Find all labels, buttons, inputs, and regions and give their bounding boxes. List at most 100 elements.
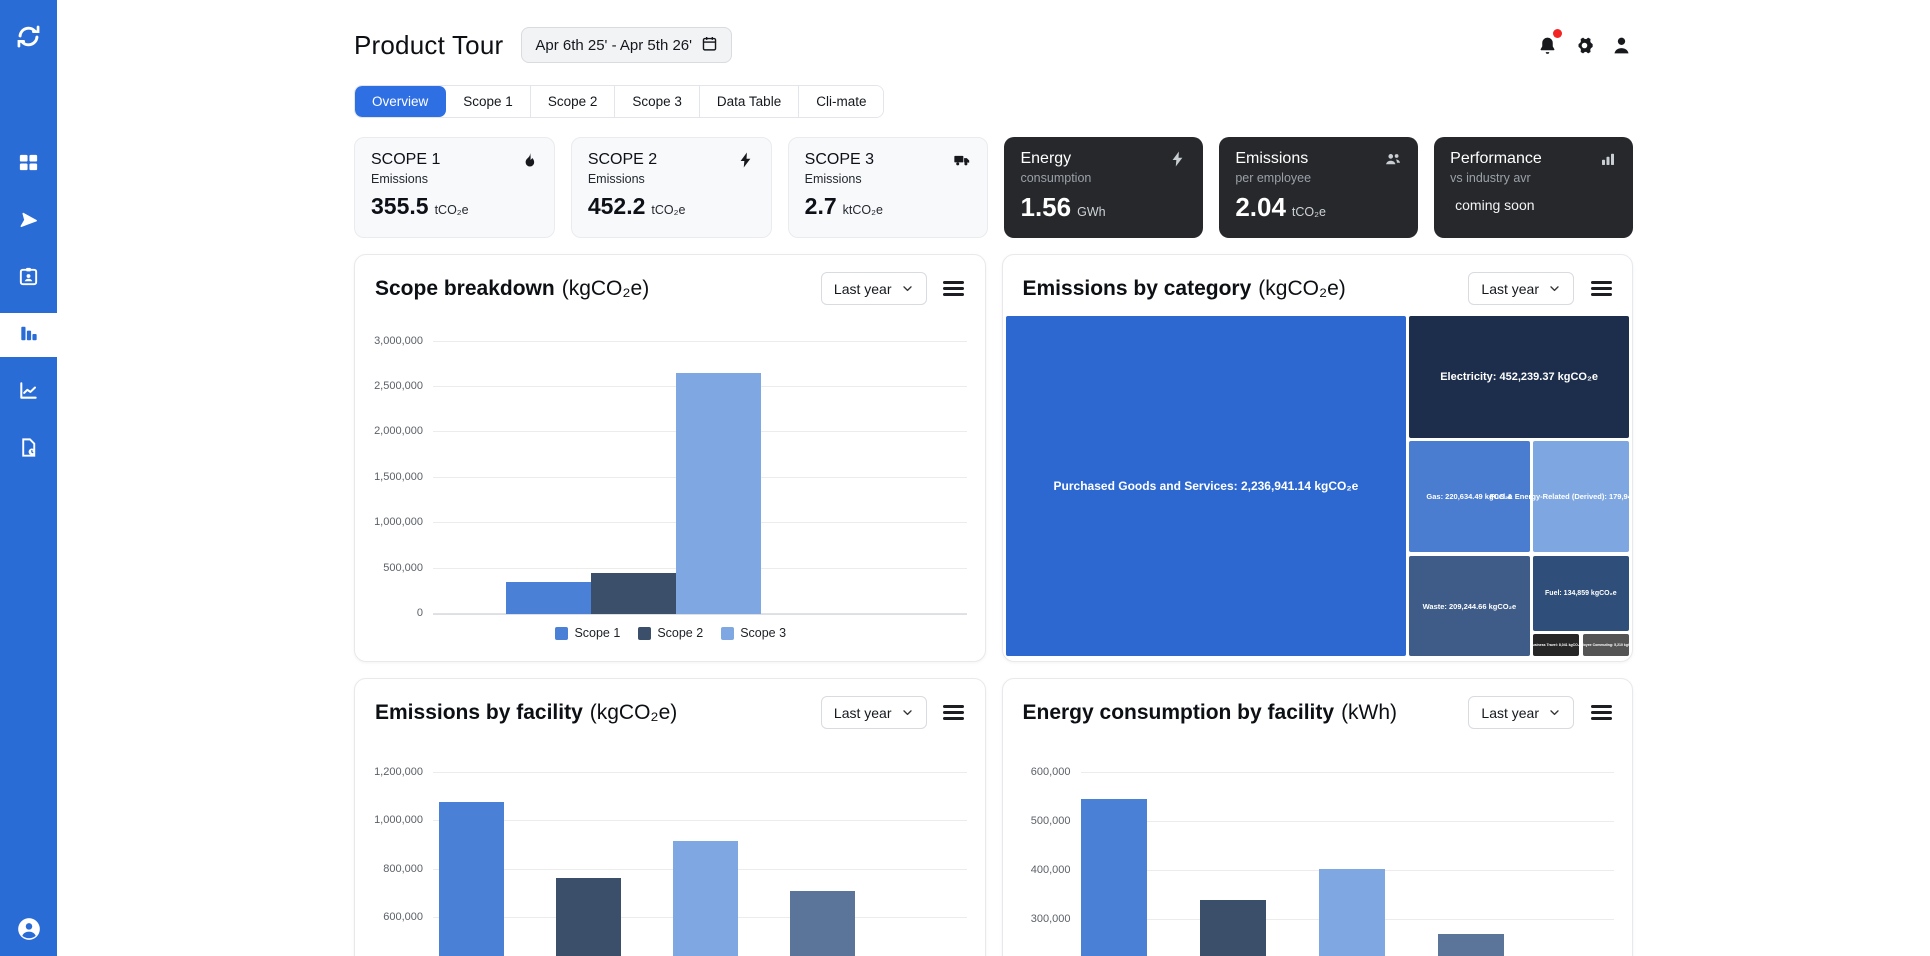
bar-facility-3[interactable]	[673, 841, 738, 956]
panel-menu-button[interactable]	[941, 703, 967, 723]
range-select-value: Last year	[833, 280, 892, 297]
kpi-row: SCOPE 1 Emissions 355.5 tCO₂e SCOPE 2 Emissio…	[354, 137, 1633, 238]
bar-chart-energy-consumption-by-facility: 300,000 400,000 500,000 600,000	[1003, 749, 1633, 956]
y-tick-label: 400,000	[1030, 864, 1071, 877]
tab-cli-mate[interactable]: Cli-mate	[799, 86, 884, 117]
panel-header: Emissions by category (kgCO₂e) Last year	[1003, 255, 1633, 315]
panel-emissions-by-facility: Emissions by facility (kgCO₂e) Last year 60…	[354, 678, 986, 956]
treemap-cell-employee-commuting[interactable]: Employee Commuting: 5,210 kgCO₂e	[1582, 633, 1629, 656]
panel-title-unit: (kgCO₂e)	[589, 700, 678, 724]
treemap-cell-label: Business Travel: 8,041 kgCO₂e	[1532, 642, 1579, 647]
bar-facility-4[interactable]	[790, 890, 855, 956]
bar-facility-2[interactable]	[556, 878, 621, 956]
kpi-card-energy: Energy consumption 1.56 GWh	[1004, 137, 1204, 238]
kpi-card-performance: Performance vs industry avr coming soon	[1434, 137, 1633, 238]
y-tick-label: 2,500,000	[374, 380, 423, 393]
app-logo-sync-icon[interactable]	[0, 14, 57, 58]
range-select[interactable]: Last year	[1468, 272, 1574, 305]
panel-menu-button[interactable]	[1588, 703, 1614, 723]
sidebar-item-navigation[interactable]	[0, 199, 57, 243]
legend-item-scope-3[interactable]: Scope 3	[721, 626, 786, 640]
legend-item-scope-1[interactable]: Scope 1	[555, 626, 620, 640]
kpi-card-emissions: Emissions per employee 2.04 tCO₂e	[1219, 137, 1419, 238]
sidebar-nav	[0, 142, 57, 471]
bar-scope-3[interactable]	[676, 373, 761, 614]
date-range-text: Apr 6th 25' - Apr 5th 26'	[535, 36, 693, 54]
tab-scope-2[interactable]: Scope 2	[530, 86, 616, 117]
range-select-value: Last year	[1481, 704, 1539, 721]
dashboard-icon	[17, 151, 40, 177]
sidebar-item-report-file[interactable]	[0, 427, 57, 471]
treemap-cell-waste[interactable]: Waste: 209,244.66 kgCO₂e	[1409, 556, 1530, 656]
treemap-cell-fuel-energy-related-derived[interactable]: Fuel & Energy-Related (Derived): 179,949…	[1490, 441, 1632, 552]
kpi-subtitle: vs industry avr	[1450, 171, 1531, 185]
gridline: 1,000,000	[374, 814, 967, 826]
tab-scope-3[interactable]: Scope 3	[615, 86, 700, 117]
gridline: 500,000	[1031, 815, 1614, 827]
tab-scope-1[interactable]: Scope 1	[446, 86, 531, 117]
sidebar-item-bar-chart[interactable]	[0, 313, 57, 357]
legend-label: Scope 3	[740, 626, 787, 640]
y-tick-label: 600,000	[1030, 766, 1071, 779]
panel-header: Scope breakdown (kgCO₂e) Last year	[355, 255, 985, 315]
sidebar-item-dashboard[interactable]	[0, 142, 57, 186]
range-select[interactable]: Last year	[820, 272, 927, 305]
treemap-cell-label: Fuel & Energy-Related (Derived): 179,949…	[1489, 492, 1632, 502]
treemap-cell-electricity[interactable]: Electricity: 452,239.37 kgCO₂e	[1409, 316, 1629, 439]
bell-icon[interactable]	[1535, 29, 1562, 57]
treemap-cell-business-travel[interactable]: Business Travel: 8,041 kgCO₂e	[1532, 633, 1579, 656]
treemap-cell-purchased-goods-and-services[interactable]: Purchased Goods and Services: 2,236,941.…	[1005, 316, 1407, 656]
calendar-icon	[701, 35, 718, 56]
panel-emissions-by-category: Emissions by category (kgCO₂e) Last year Pu…	[1001, 254, 1633, 662]
user-icon[interactable]	[1609, 33, 1633, 57]
kpi-subtitle: per employee	[1235, 171, 1312, 185]
tab-overview[interactable]: Overview	[355, 86, 447, 117]
y-tick-label: 1,000,000	[374, 516, 423, 529]
sidebar-avatar[interactable]	[0, 912, 57, 946]
date-range-picker[interactable]: Apr 6th 25' - Apr 5th 26'	[521, 27, 733, 63]
y-tick-label: 1,500,000	[374, 470, 423, 483]
panel-title: Scope breakdown	[375, 276, 555, 300]
bars-group	[433, 373, 967, 614]
kpi-title: Energy	[1020, 150, 1072, 167]
y-tick-label: 3,000,000	[374, 334, 423, 347]
panel-menu-button[interactable]	[1588, 279, 1614, 299]
treemap-cell-gas[interactable]: Gas: 220,634.49 kgCO₂e	[1409, 441, 1530, 552]
treemap-emissions-by-category: Purchased Goods and Services: 2,236,941.…	[1005, 316, 1632, 656]
bar-scope-2[interactable]	[591, 572, 676, 614]
bar-facility-4[interactable]	[1437, 933, 1504, 956]
treemap-cell-fuel[interactable]: Fuel: 134,859 kgCO₂e	[1532, 556, 1629, 632]
bar-facility-3[interactable]	[1318, 868, 1385, 956]
range-select[interactable]: Last year	[820, 696, 927, 729]
kpi-title: SCOPE 2	[587, 151, 658, 168]
bar-facility-1[interactable]	[1080, 799, 1147, 956]
kpi-title: SCOPE 3	[804, 151, 875, 168]
bar-chart-emissions-by-facility: 600,000 800,000 1,000,000 1,200,000	[355, 749, 985, 956]
kpi-card-scope-1: SCOPE 1 Emissions 355.5 tCO₂e	[354, 137, 555, 238]
panel-header: Emissions by facility (kgCO₂e) Last year	[355, 679, 985, 739]
chevron-down-icon	[901, 282, 914, 295]
kpi-unit: tCO₂e	[651, 203, 686, 217]
gear-icon[interactable]	[1572, 33, 1596, 57]
y-tick-label: 800,000	[383, 862, 423, 875]
range-select[interactable]: Last year	[1468, 696, 1574, 729]
bar-facility-2[interactable]	[1199, 900, 1266, 956]
bar-scope-1[interactable]	[506, 581, 591, 614]
panel-menu-button[interactable]	[941, 279, 967, 299]
bolt-icon	[737, 151, 755, 169]
panel-title: Emissions by facility	[375, 700, 583, 724]
legend-item-scope-2[interactable]: Scope 2	[638, 626, 703, 640]
sidebar-item-id-badge[interactable]	[0, 256, 57, 300]
bars-group	[1080, 799, 1615, 956]
notification-dot	[1553, 29, 1562, 38]
range-select-value: Last year	[833, 704, 892, 721]
panel-scope-breakdown: Scope breakdown (kgCO₂e) Last year 0 500,000…	[354, 254, 986, 662]
kpi-subtitle: Emissions	[371, 172, 428, 186]
kpi-value: 452.2	[587, 193, 646, 219]
tab-data-table[interactable]: Data Table	[699, 86, 800, 117]
bar-facility-1[interactable]	[439, 802, 504, 956]
kpi-value: 1.56	[1020, 192, 1072, 222]
y-tick-label: 300,000	[1030, 913, 1071, 926]
kpi-title: Performance	[1450, 150, 1542, 167]
sidebar-item-line-chart[interactable]	[0, 370, 57, 414]
